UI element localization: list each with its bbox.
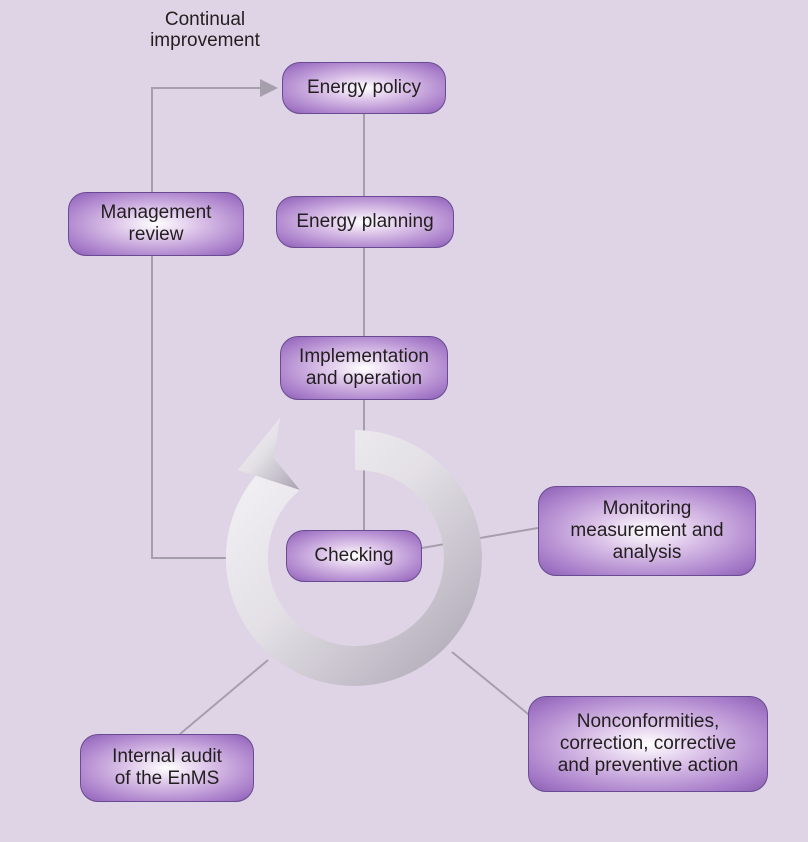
node-internal-audit: Internal auditof the EnMS (80, 734, 254, 802)
node-implementation: Implementationand operation (280, 336, 448, 400)
node-label: Checking (314, 545, 393, 567)
node-label: Energy policy (307, 77, 421, 99)
node-label: Nonconformities,correction, correctivean… (558, 711, 739, 777)
diagram-stage: Continualimprovement Energy policy Manag… (0, 0, 808, 842)
node-label: Energy planning (296, 211, 433, 233)
node-management-review: Managementreview (68, 192, 244, 256)
node-energy-policy: Energy policy (282, 62, 446, 114)
node-label: Internal auditof the EnMS (112, 746, 222, 790)
node-checking: Checking (286, 530, 422, 582)
node-label: Monitoringmeasurement andanalysis (570, 498, 723, 564)
node-nonconformities: Nonconformities,correction, correctivean… (528, 696, 768, 792)
node-monitoring: Monitoringmeasurement andanalysis (538, 486, 756, 576)
continual-improvement-label: Continualimprovement (125, 10, 285, 52)
node-energy-planning: Energy planning (276, 196, 454, 248)
node-label: Managementreview (101, 202, 212, 246)
node-label: Implementationand operation (299, 346, 429, 390)
